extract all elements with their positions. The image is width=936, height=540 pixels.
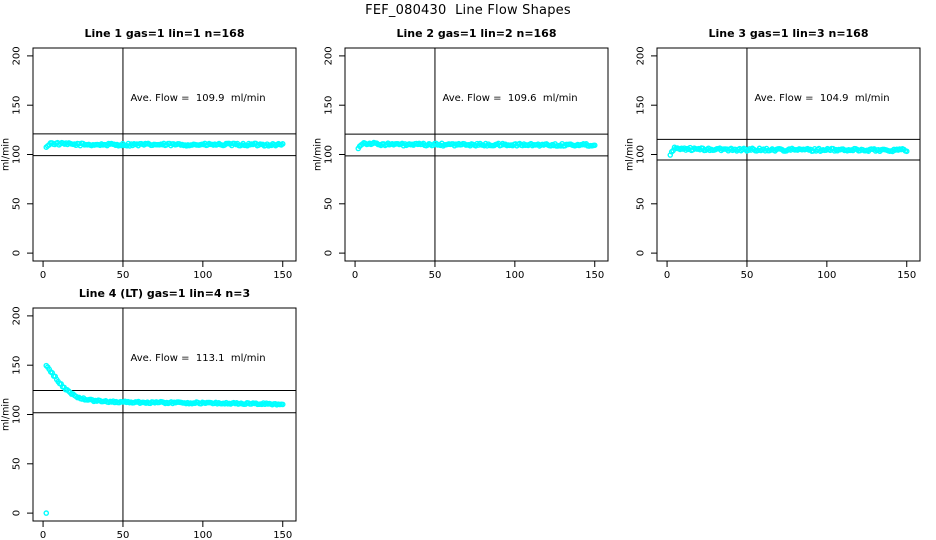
- plot-box: [32, 47, 297, 262]
- y-tick-label: 100: [636, 145, 647, 164]
- y-tick-label: 200: [324, 46, 335, 65]
- data-point: [279, 401, 286, 408]
- y-tick-label: 200: [12, 306, 23, 325]
- data-point: [591, 142, 598, 149]
- panel-line-4: Line 4 (LT) gas=1 lin=4 n=3 0 50 100 150 200 m…: [1, 287, 297, 540]
- x-tick-label: 100: [193, 270, 212, 280]
- y-tick-label: 50: [636, 197, 647, 210]
- panel-title: Line 2 gas=1 lin=2 n=168: [396, 27, 556, 40]
- y-tick-label: 0: [636, 250, 647, 256]
- y-tick-label: 150: [324, 96, 335, 115]
- y-tick-label: 100: [324, 145, 335, 164]
- y-tick-label: 150: [12, 356, 23, 375]
- page-title: FEF_080430 Line Flow Shapes: [365, 3, 571, 18]
- panel-line-1: Line 1 gas=1 lin=1 n=168 0 50 100 150 200 ml/m…: [1, 27, 297, 280]
- x-tick-label: 150: [273, 530, 292, 540]
- y-tick-label: 150: [12, 96, 23, 115]
- x-tick-label: 50: [117, 530, 130, 540]
- outlier-data-point: [43, 510, 50, 516]
- y-tick-label: 200: [12, 46, 23, 65]
- x-tick-label: 0: [40, 270, 46, 280]
- x-tick-label: 100: [193, 530, 212, 540]
- y-tick-label: 100: [12, 145, 23, 164]
- panel-line-3: Line 3 gas=1 lin=3 n=168 0 50 100 150 200 ml/m…: [625, 27, 921, 280]
- y-tick-label: 200: [636, 46, 647, 65]
- x-tick-label: 150: [273, 270, 292, 280]
- y-axis-label: ml/min: [625, 138, 636, 171]
- y-tick-label: 50: [324, 197, 335, 210]
- ave-flow-annotation: Ave. Flow = 109.6 ml/min: [442, 93, 577, 104]
- data-point: [279, 141, 286, 147]
- x-tick-label: 150: [585, 270, 604, 280]
- panel-line-2: Line 2 gas=1 lin=2 n=168 0 50 100 150 200 ml/m…: [313, 27, 609, 280]
- x-tick-label: 50: [429, 270, 442, 280]
- y-tick-label: 100: [12, 405, 23, 424]
- plot-box: [656, 47, 921, 262]
- x-tick-label: 150: [897, 270, 916, 280]
- x-tick-label: 0: [40, 530, 46, 540]
- ave-flow-annotation: Ave. Flow = 113.1 ml/min: [130, 353, 265, 364]
- y-tick-label: 0: [324, 250, 335, 256]
- y-tick-label: 50: [12, 197, 23, 210]
- x-tick-label: 50: [117, 270, 130, 280]
- y-tick-label: 0: [12, 250, 23, 256]
- ave-flow-annotation: Ave. Flow = 104.9 ml/min: [754, 93, 889, 104]
- y-tick-label: 0: [12, 510, 23, 516]
- y-axis-label: ml/min: [313, 138, 324, 171]
- panel-title: Line 4 (LT) gas=1 lin=4 n=3: [79, 287, 250, 300]
- y-tick-label: 50: [12, 457, 23, 470]
- plot-box: [344, 47, 609, 262]
- plot-box: [32, 307, 297, 522]
- y-axis-label: ml/min: [1, 138, 12, 171]
- x-tick-label: 100: [505, 270, 524, 280]
- x-tick-label: 0: [664, 270, 670, 280]
- y-axis-label: ml/min: [1, 398, 12, 431]
- x-tick-label: 50: [741, 270, 754, 280]
- ave-flow-annotation: Ave. Flow = 109.9 ml/min: [130, 93, 265, 104]
- x-tick-label: 0: [352, 270, 358, 280]
- panel-title: Line 1 gas=1 lin=1 n=168: [84, 27, 244, 40]
- x-tick-label: 100: [817, 270, 836, 280]
- data-point: [903, 148, 910, 155]
- y-tick-label: 150: [636, 96, 647, 115]
- panel-title: Line 3 gas=1 lin=3 n=168: [708, 27, 868, 40]
